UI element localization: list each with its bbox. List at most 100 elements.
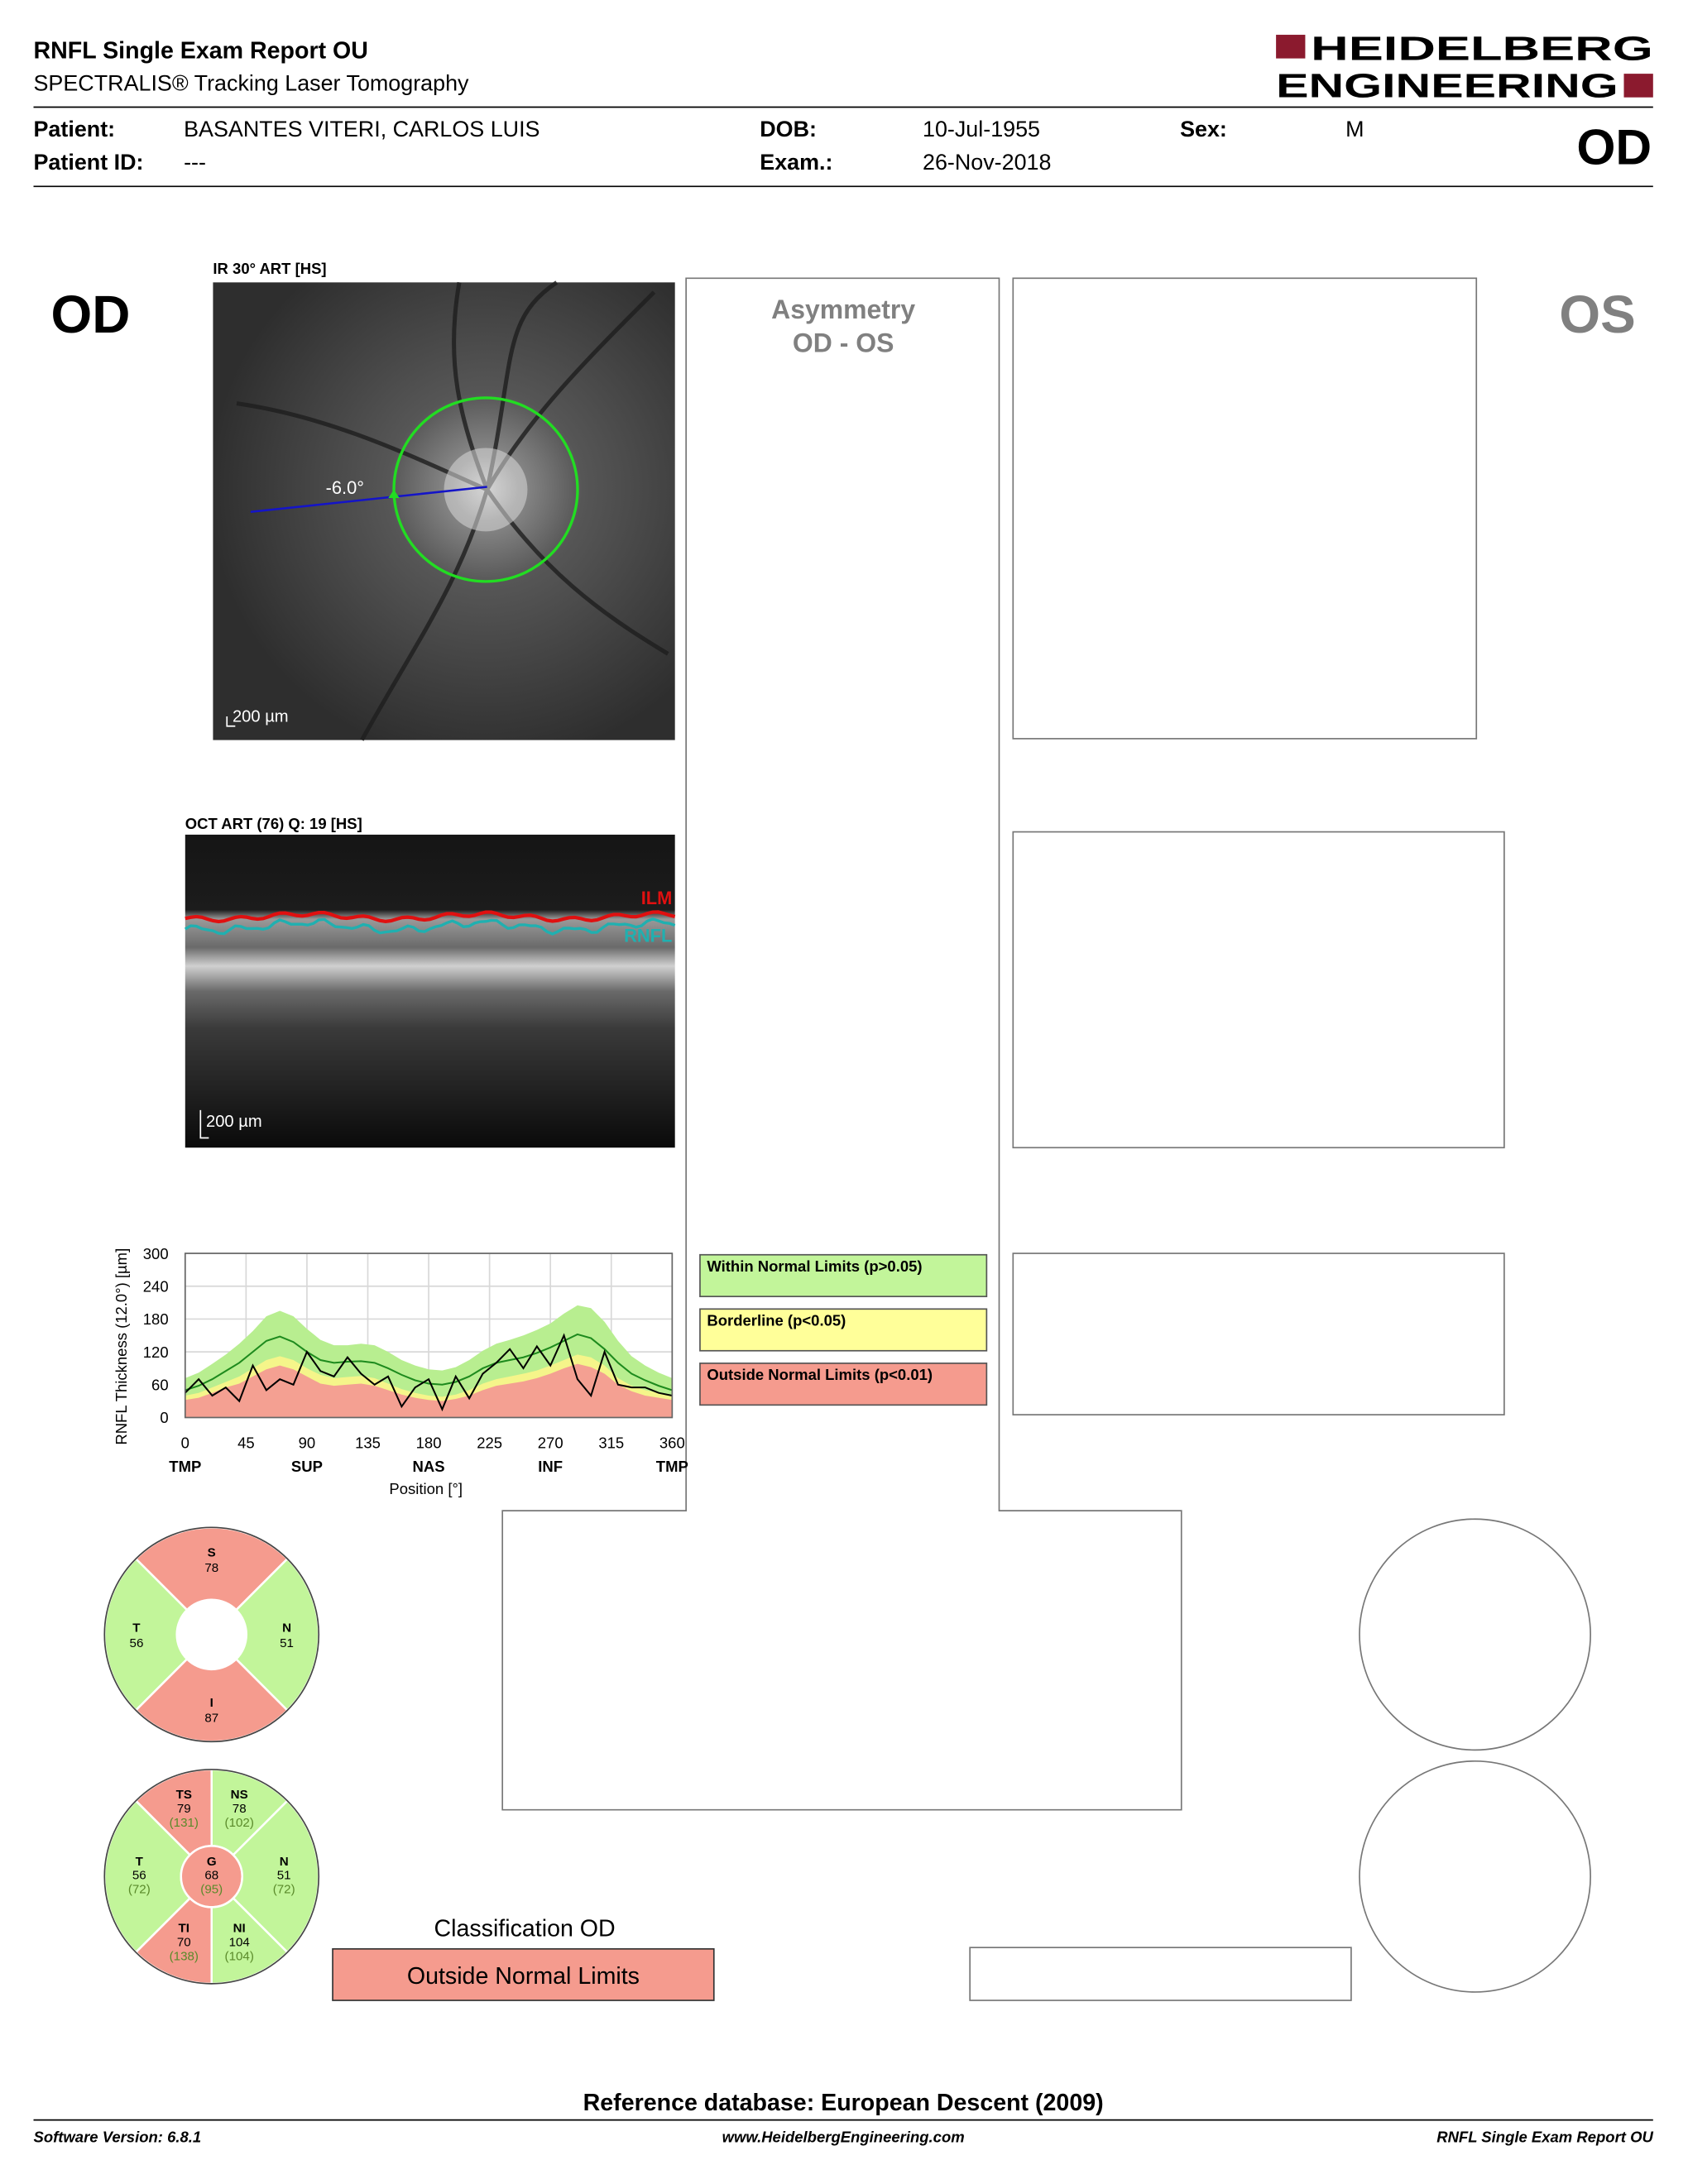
asymmetry-frame (501, 277, 1182, 1811)
logo-text: ENGINEERING (1276, 67, 1618, 105)
report-subtitle: SPECTRALIS® Tracking Laser Tomography (34, 70, 470, 95)
oct-image (184, 834, 676, 1148)
sector-value: 104 (229, 1936, 250, 1950)
sector-label: N (282, 1621, 291, 1635)
image-label: IR 30° ART [HS] (213, 260, 326, 277)
x-tick-label: 135 (355, 1434, 381, 1451)
legend-box (699, 1253, 988, 1298)
x-tick-label: 270 (538, 1434, 563, 1451)
exam-label: Exam.: (760, 150, 832, 175)
sector-outline (103, 1526, 320, 1743)
sector-value: 79 (177, 1802, 191, 1816)
sector-label: I (210, 1696, 213, 1710)
position-label: TMP (169, 1458, 201, 1475)
patient-label: Patient: (34, 117, 116, 141)
position-label: SUP (291, 1458, 323, 1475)
y-tick-label: 60 (151, 1377, 169, 1394)
sector-value: 78 (233, 1802, 247, 1816)
sector-value: 56 (132, 1869, 146, 1883)
sector-label: T (132, 1621, 141, 1635)
sector-normal: (72) (273, 1883, 295, 1897)
reference-note: Reference database: European Descent (20… (583, 2090, 1104, 2116)
image-label: OCT ART (76) Q: 19 [HS] (185, 815, 362, 832)
asymmetry-title: OD - OS (793, 328, 894, 357)
x-axis-label: Position [°] (389, 1480, 463, 1497)
sector-value: 68 (204, 1869, 218, 1883)
exam-date: 26-Nov-2018 (923, 150, 1051, 175)
thickness-line (185, 1333, 673, 1412)
position-label: TMP (656, 1458, 688, 1475)
layer-label: RNFL (624, 925, 672, 946)
legend-label: Within Normal Limits (p>0.05) (707, 1257, 922, 1275)
website: www.HeidelbergEngineering.com (722, 2129, 965, 2146)
sector-value: 78 (204, 1561, 218, 1575)
sector-normal: (138) (170, 1949, 199, 1963)
sector-value: 87 (204, 1712, 218, 1726)
report-title: RNFL Single Exam Report OU (34, 38, 368, 65)
x-tick-label: 225 (477, 1434, 502, 1451)
y-tick-label: 300 (143, 1245, 169, 1262)
os-oct-frame (1012, 831, 1505, 1149)
x-tick-label: 45 (237, 1434, 255, 1451)
y-tick-label: 0 (160, 1409, 168, 1426)
sector-normal: (72) (128, 1883, 151, 1897)
sex-label: Sex: (1180, 117, 1227, 141)
dob-label: DOB: (760, 117, 817, 141)
normal-band (185, 1363, 673, 1418)
os-classification-frame (969, 1947, 1352, 2001)
software-version: Software Version: 6.8.1 (34, 2129, 202, 2146)
sector-label: NI (233, 1922, 246, 1936)
patient-id: --- (184, 150, 206, 175)
sector-label: TS (176, 1788, 192, 1802)
logo-square (1276, 35, 1306, 59)
patient-id-label: Patient ID: (34, 150, 144, 175)
y-tick-label: 120 (143, 1343, 169, 1361)
classification-result: Outside Normal Limits (407, 1963, 640, 1990)
y-axis-label: RNFL Thickness (12.0°) [µm] (113, 1248, 130, 1445)
x-tick-label: 360 (659, 1434, 685, 1451)
sector-label: S (208, 1546, 216, 1560)
legend-box (699, 1308, 988, 1352)
sector-value: 56 (130, 1636, 144, 1650)
fundus-image (213, 280, 675, 741)
x-tick-label: 0 (181, 1434, 189, 1451)
sector-value: 51 (280, 1636, 294, 1650)
x-tick-label: 180 (416, 1434, 442, 1451)
sector-label: NS (231, 1788, 248, 1802)
sector-normal: (102) (225, 1816, 254, 1830)
sector-label: TI (179, 1922, 189, 1936)
sector-outline (103, 1769, 320, 1985)
plot-frame (184, 1252, 674, 1419)
position-label: INF (538, 1458, 563, 1475)
dob: 10-Jul-1955 (923, 117, 1040, 141)
scale-label: 200 µm (233, 708, 289, 726)
y-tick-label: 180 (143, 1310, 169, 1328)
os-label: OS (1559, 285, 1635, 344)
angle-label: -6.0° (326, 477, 364, 498)
os-plot-frame (1012, 1252, 1505, 1415)
sector-normal: (131) (170, 1816, 199, 1830)
sector-value: 70 (177, 1936, 191, 1950)
sector-label: T (136, 1855, 144, 1869)
asymmetry-title: Asymmetry (771, 295, 915, 324)
legend-label: Borderline (p<0.05) (707, 1311, 846, 1329)
position-label: NAS (413, 1458, 445, 1475)
layer-label: ILM (641, 888, 673, 908)
sector-value: 51 (277, 1869, 291, 1883)
sector-normal: (95) (200, 1883, 223, 1897)
x-tick-label: 90 (299, 1434, 316, 1451)
os-fundus-frame (1012, 277, 1478, 740)
thickness-line (185, 1333, 673, 1391)
sector-normal: (104) (225, 1949, 254, 1963)
logo-text: HEIDELBERG (1311, 29, 1653, 67)
report-name: RNFL Single Exam Report OU (1436, 2129, 1653, 2146)
logo-square (1623, 74, 1653, 98)
legend-label: Outside Normal Limits (p<0.01) (707, 1366, 933, 1383)
legend-box (699, 1363, 988, 1406)
sex: M (1345, 117, 1364, 141)
scale-label: 200 µm (206, 1113, 262, 1131)
y-tick-label: 240 (143, 1277, 169, 1295)
eye-label: OD (1576, 118, 1652, 175)
